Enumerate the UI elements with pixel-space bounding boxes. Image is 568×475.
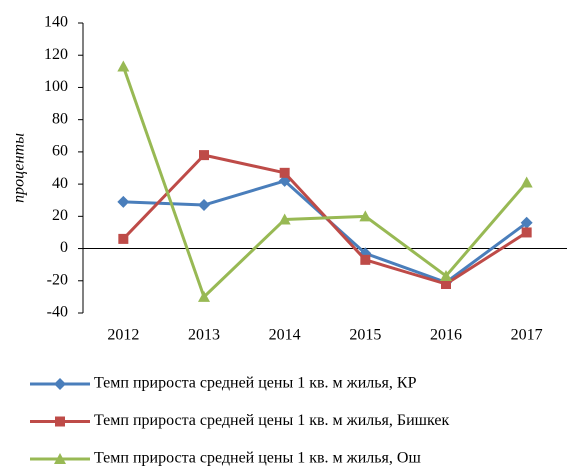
marker <box>278 213 291 225</box>
marker <box>118 233 129 244</box>
marker <box>198 199 210 212</box>
y-tick-label: 100 <box>44 78 68 95</box>
x-tick-label: 2016 <box>430 327 462 344</box>
y-tick-label: 40 <box>52 175 68 192</box>
marker <box>520 216 533 229</box>
y-tick-label: 120 <box>44 46 68 63</box>
legend-marker <box>54 378 66 390</box>
series-line <box>121 66 528 299</box>
y-tick-label: -40 <box>47 304 68 321</box>
x-tick-label: 2017 <box>511 327 543 344</box>
y-tick-label: 0 <box>60 239 68 256</box>
y-tick-label: -20 <box>47 271 68 288</box>
legend-label: Темп прироста средней цены 1 кв. м жилья… <box>94 412 449 429</box>
marker <box>441 279 451 289</box>
y-tick-label: 80 <box>52 110 68 127</box>
x-tick-label: 2015 <box>349 327 381 344</box>
marker <box>279 167 290 178</box>
marker <box>199 150 209 161</box>
legend-marker <box>54 453 66 464</box>
y-tick-label: 60 <box>52 143 68 160</box>
marker <box>520 176 533 188</box>
marker <box>440 269 452 281</box>
marker <box>360 254 371 265</box>
marker <box>521 227 532 238</box>
marker <box>117 60 130 72</box>
y-tick-label: 140 <box>44 14 68 31</box>
series-line <box>122 153 528 286</box>
x-tick-label: 2014 <box>269 327 301 344</box>
marker <box>359 210 372 222</box>
x-tick-label: 2012 <box>107 327 139 344</box>
legend-marker <box>55 416 65 427</box>
x-tick-label: 2013 <box>188 327 220 344</box>
y-tick-label: 20 <box>52 207 68 224</box>
marker <box>117 195 130 208</box>
legend-label: Темп прироста средней цены 1 кв. м жилья… <box>94 450 421 467</box>
y-axis-label: проценты <box>11 133 28 203</box>
marker <box>198 290 210 302</box>
legend-label: Темп прироста средней цены 1 кв. м жилья… <box>94 375 417 392</box>
series-line <box>123 179 528 284</box>
